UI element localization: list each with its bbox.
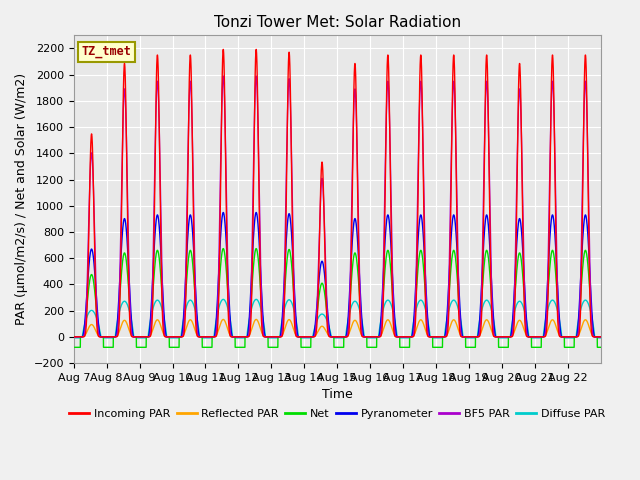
Legend: Incoming PAR, Reflected PAR, Net, Pyranometer, BF5 PAR, Diffuse PAR: Incoming PAR, Reflected PAR, Net, Pyrano…	[65, 404, 610, 423]
X-axis label: Time: Time	[322, 388, 353, 401]
Title: Tonzi Tower Met: Solar Radiation: Tonzi Tower Met: Solar Radiation	[214, 15, 461, 30]
Y-axis label: PAR (μmol/m2/s) / Net and Solar (W/m2): PAR (μmol/m2/s) / Net and Solar (W/m2)	[15, 73, 28, 325]
Text: TZ_tmet: TZ_tmet	[82, 45, 132, 58]
